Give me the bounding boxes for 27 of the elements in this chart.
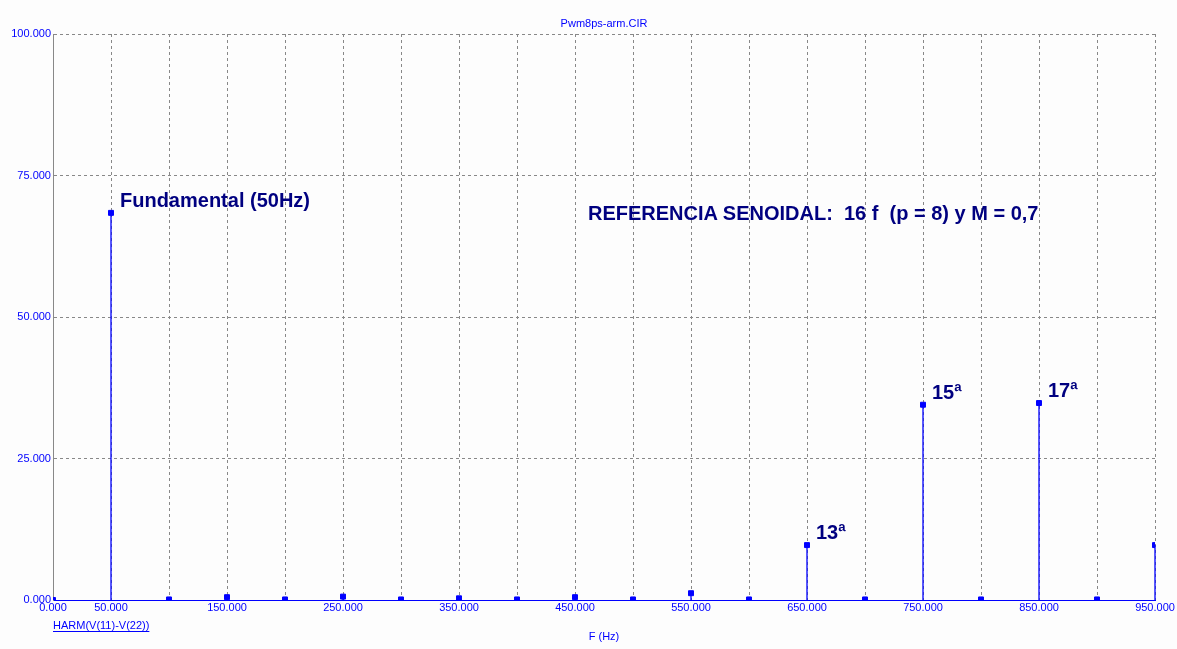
series-label: HARM(V(11)-V(22)) <box>53 619 150 631</box>
y-tick-label: 75.000 <box>17 168 51 181</box>
x-axis-title: F (Hz) <box>588 630 620 642</box>
chart-title: Pwm8ps-arm.CIR <box>560 17 648 29</box>
annotation: 13ª <box>816 521 847 544</box>
x-tick-label: 450.000 <box>555 600 595 613</box>
point <box>688 590 694 597</box>
point <box>804 542 810 549</box>
y-tick-label: 100.000 <box>11 27 51 40</box>
annotation: 15ª <box>932 380 963 403</box>
x-tick-label: 850.000 <box>1019 600 1059 613</box>
x-tick-label: 50.000 <box>94 600 128 613</box>
x-tick-label: 650.000 <box>787 600 827 613</box>
x-tick-label: 950.000 <box>1135 600 1175 613</box>
annotation: Fundamental (50Hz) <box>120 188 311 211</box>
x-tick-label: 150.000 <box>207 600 247 613</box>
x-tick-label: 250.000 <box>323 600 363 613</box>
point <box>108 209 114 216</box>
x-tick-label: 350.000 <box>439 600 479 613</box>
x-tick-label: 550.000 <box>671 600 711 613</box>
point <box>920 401 926 408</box>
annotation: 17ª <box>1048 379 1079 402</box>
point <box>1036 400 1042 407</box>
annotation: REFERENCIA SENOIDAL: 16 f (p = 8) y M = 0,7 <box>588 202 1039 224</box>
y-tick-label: 25.000 <box>17 451 51 464</box>
x-tick-label: 750.000 <box>903 600 943 613</box>
y-tick-label: 50.000 <box>17 310 51 323</box>
